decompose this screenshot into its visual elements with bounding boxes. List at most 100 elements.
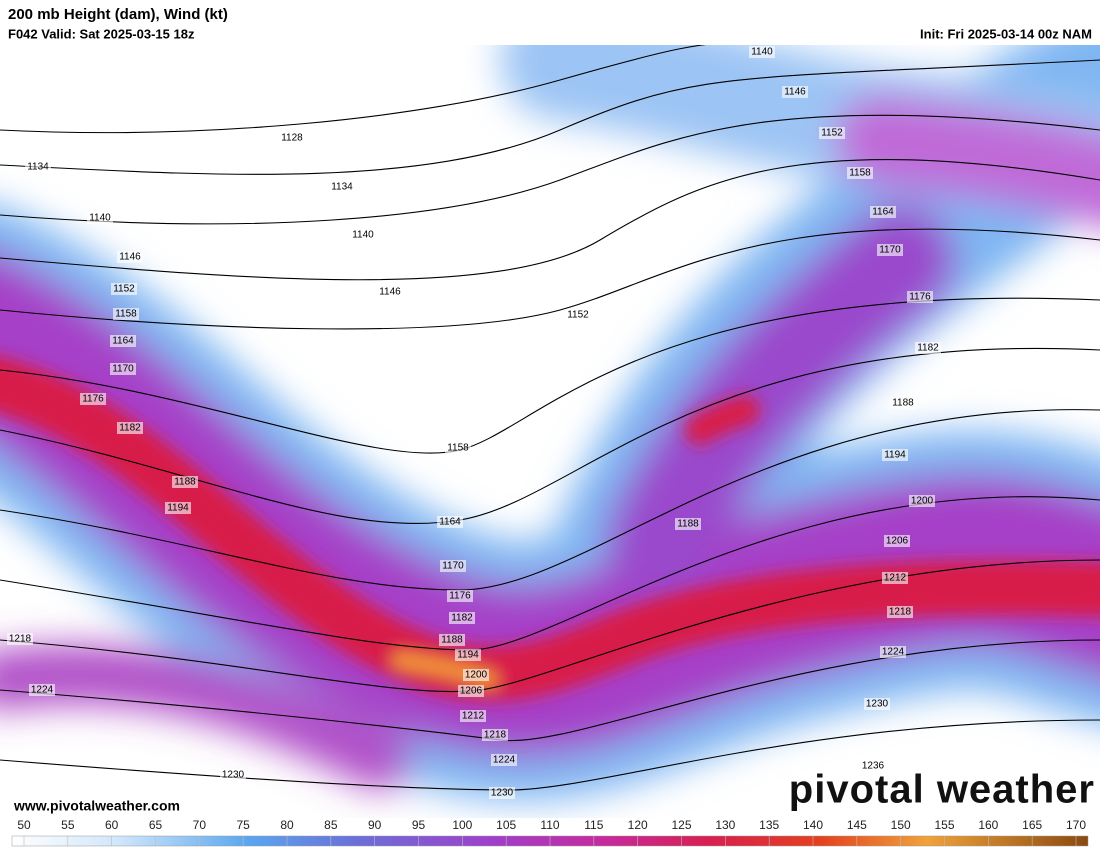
contour-label-bg xyxy=(489,787,515,799)
contour-label: 1134 xyxy=(331,182,353,193)
colorbar-tick-label: 50 xyxy=(17,818,31,832)
colorbar-tick-label: 160 xyxy=(978,818,998,832)
contour-label-bg xyxy=(675,518,701,530)
colorbar-tick-label: 140 xyxy=(803,818,823,832)
contour-label-bg xyxy=(877,244,903,256)
contour-labels: 1140 1146 1152 1158 1164 1170 1176 1182 1188 1194… xyxy=(7,46,941,799)
contour-label: 1200 xyxy=(911,496,934,507)
contour-label: 1218 xyxy=(9,634,32,645)
colorbar-ticks: 50 55 60 65 70 75 80 85 90 95 100 105 110 115 120 125 13… xyxy=(17,818,1086,846)
contour-label-bg xyxy=(847,167,873,179)
colorbar-tick-label: 75 xyxy=(236,818,250,832)
contour-label-bg xyxy=(110,335,136,347)
contour-label-bg xyxy=(29,684,55,696)
contour-label-bg xyxy=(819,127,845,139)
contour-label-bg xyxy=(491,754,517,766)
contour-label-bg xyxy=(782,86,808,98)
colorbar-tick-label: 125 xyxy=(671,818,691,832)
colorbar-tick-label: 80 xyxy=(280,818,294,832)
contour-label-bg xyxy=(882,572,908,584)
contour-label-bg xyxy=(870,206,896,218)
contour-label: 1188 xyxy=(677,519,699,530)
contour-label: 1176 xyxy=(82,394,104,405)
contour-label: 1152 xyxy=(821,128,843,139)
contour-label-bg xyxy=(864,698,890,710)
contour-label-bg xyxy=(87,212,113,224)
contour-label: 1200 xyxy=(465,670,488,681)
contour-label: 1206 xyxy=(886,536,909,547)
contour-label: 1170 xyxy=(112,364,134,375)
contour-label: 1194 xyxy=(884,450,906,461)
contour-label-bg xyxy=(565,309,591,321)
colorbar-tick-label: 100 xyxy=(452,818,472,832)
map-title: 200 mb Height (dam), Wind (kt) xyxy=(8,6,228,23)
contour-label: 1170 xyxy=(879,245,901,256)
contour-label: 1188 xyxy=(892,398,914,409)
contour-label: 1182 xyxy=(119,423,141,434)
contour-label-bg xyxy=(449,612,475,624)
contour-label: 1224 xyxy=(493,755,516,766)
contour-label-bg xyxy=(907,291,933,303)
contour-label: 1206 xyxy=(460,686,483,697)
contour-label-bg xyxy=(909,495,935,507)
website: www.pivotalweather.com xyxy=(13,798,180,814)
contour-label: 1188 xyxy=(441,635,463,646)
contour-label: 1230 xyxy=(866,699,889,710)
colorbar-tick-label: 120 xyxy=(628,818,648,832)
contour-label: 1152 xyxy=(113,284,135,295)
contour-label-bg xyxy=(117,422,143,434)
colorbar-tick-label: 145 xyxy=(847,818,867,832)
contour-label: 1230 xyxy=(222,770,245,781)
valid-time: F042 Valid: Sat 2025-03-15 18z xyxy=(8,26,195,41)
contour-label-bg xyxy=(350,229,376,241)
contour-label: 1188 xyxy=(174,477,196,488)
colorbar-tick-label: 60 xyxy=(105,818,119,832)
contour-label-bg xyxy=(447,590,473,602)
contour-label-bg xyxy=(460,710,486,722)
contour-label-bg xyxy=(463,669,489,681)
colorbar-tick-label: 70 xyxy=(193,818,207,832)
contour-label: 1230 xyxy=(491,788,514,799)
contour-label: 1158 xyxy=(447,443,469,454)
contour-label: 1218 xyxy=(484,730,507,741)
contour-label: 1194 xyxy=(167,503,189,514)
contour-label: 1176 xyxy=(909,292,931,303)
contour-label: 1212 xyxy=(884,573,907,584)
colorbar-tick-label: 135 xyxy=(759,818,779,832)
colorbar-tick-label: 115 xyxy=(584,818,603,832)
colorbar-tick-label: 155 xyxy=(934,818,954,832)
contour-label-bg xyxy=(439,634,465,646)
contour-label-bg xyxy=(915,342,941,354)
map: 1140 1146 1152 1158 1164 1170 1176 1182 1188 1194… xyxy=(0,45,1100,818)
contour-label-bg xyxy=(880,646,906,658)
logo: pivotal weather xyxy=(789,768,1095,812)
contour-label: 1164 xyxy=(872,207,894,218)
contour-label-bg xyxy=(482,729,508,741)
contour-label-bg xyxy=(749,46,775,58)
contour-label-bg xyxy=(329,181,355,193)
contour-label: 1182 xyxy=(451,613,473,624)
contour-label: 1224 xyxy=(31,685,54,696)
contour-label-bg xyxy=(7,633,33,645)
contour-label: 1140 xyxy=(89,213,111,224)
contour-label-bg xyxy=(455,649,481,661)
contour-label-bg xyxy=(80,393,106,405)
contour-label-bg xyxy=(172,476,198,488)
contour-label-bg xyxy=(117,251,143,263)
contour-label-bg xyxy=(279,132,305,144)
contour-label-bg xyxy=(890,397,916,409)
colorbar-tick-label: 165 xyxy=(1022,818,1042,832)
contour-label-bg xyxy=(445,442,471,454)
contour-label-bg xyxy=(440,560,466,572)
contour-label-bg xyxy=(860,760,886,772)
colorbar-tick-label: 130 xyxy=(715,818,735,832)
contour-label-bg xyxy=(887,606,913,618)
contour-label: 1224 xyxy=(882,647,905,658)
colorbar-tick-label: 170 xyxy=(1066,818,1086,832)
contour-label-bg xyxy=(110,363,136,375)
contour-label: 1164 xyxy=(439,517,461,528)
colorbar-tick-label: 105 xyxy=(496,818,516,832)
contour-label: 1158 xyxy=(849,168,871,179)
contour-label-bg xyxy=(884,535,910,547)
